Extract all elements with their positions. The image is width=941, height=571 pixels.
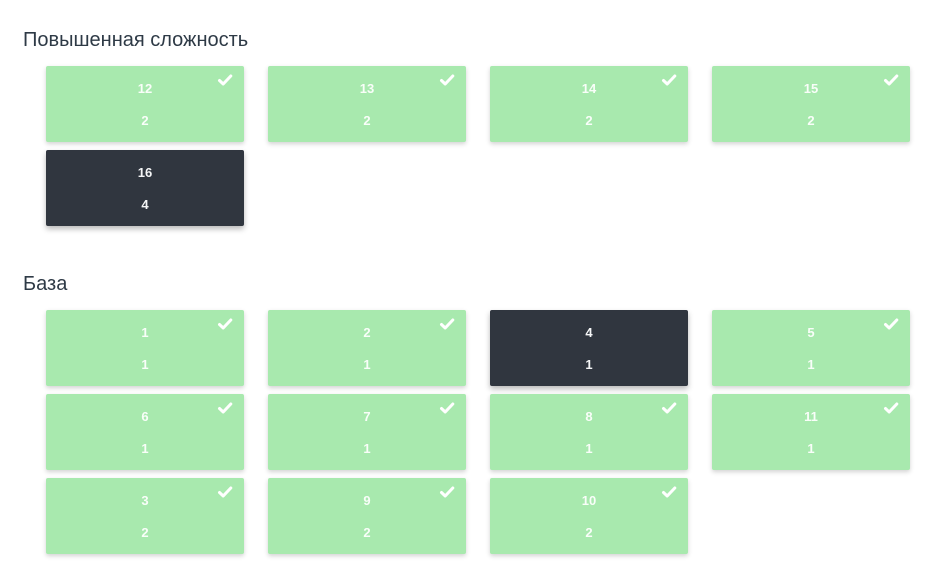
card-subnumber: 2 — [141, 525, 149, 540]
card-number: 11 — [804, 409, 818, 424]
checkmark-icon — [439, 400, 455, 416]
checkmark-icon — [217, 316, 233, 332]
checkmark-icon — [661, 484, 677, 500]
section-title: Повышенная сложность — [23, 29, 249, 51]
card-subnumber: 1 — [807, 357, 815, 372]
lesson-card-10[interactable]: 10 2 — [490, 478, 688, 554]
card-subnumber: 2 — [363, 525, 371, 540]
lesson-section: Повышенная сложность 12 2 13 2 14 2 — [0, 26, 941, 226]
lesson-section: База 1 1 2 1 4 1 5 1 — [0, 270, 941, 554]
checkmark-icon — [217, 72, 233, 88]
card-subnumber: 1 — [141, 441, 149, 456]
lesson-card-1[interactable]: 1 1 — [46, 310, 244, 386]
card-subnumber: 2 — [141, 113, 149, 128]
card-grid: 12 2 13 2 14 2 15 2 16 4 — [46, 66, 941, 226]
card-subnumber: 2 — [807, 113, 815, 128]
card-number: 7 — [363, 409, 371, 424]
sections-container: Повышенная сложность 12 2 13 2 14 2 — [0, 26, 941, 554]
card-number: 8 — [585, 409, 593, 424]
lesson-card-9[interactable]: 9 2 — [268, 478, 466, 554]
card-subnumber: 2 — [585, 525, 593, 540]
card-subnumber: 1 — [363, 441, 371, 456]
lesson-card-7[interactable]: 7 1 — [268, 394, 466, 470]
checkmark-icon — [439, 316, 455, 332]
card-grid: 1 1 2 1 4 1 5 1 6 1 — [46, 310, 941, 554]
card-subnumber: 2 — [363, 113, 371, 128]
section-title: База — [23, 273, 68, 295]
card-number: 9 — [363, 493, 371, 508]
lesson-card-5[interactable]: 5 1 — [712, 310, 910, 386]
lesson-card-15[interactable]: 15 2 — [712, 66, 910, 142]
card-number: 10 — [581, 493, 597, 508]
card-subnumber: 1 — [141, 357, 149, 372]
card-number: 3 — [141, 493, 149, 508]
lesson-card-6[interactable]: 6 1 — [46, 394, 244, 470]
card-number: 4 — [585, 325, 593, 340]
lesson-card-14[interactable]: 14 2 — [490, 66, 688, 142]
card-number: 2 — [363, 325, 371, 340]
lesson-card-13[interactable]: 13 2 — [268, 66, 466, 142]
card-subnumber: 1 — [807, 441, 815, 456]
card-subnumber: 4 — [141, 197, 149, 212]
card-number: 6 — [141, 409, 149, 424]
lesson-card-8[interactable]: 8 1 — [490, 394, 688, 470]
card-number: 13 — [359, 81, 375, 96]
card-number: 14 — [581, 81, 597, 96]
lesson-card-12[interactable]: 12 2 — [46, 66, 244, 142]
checkmark-icon — [883, 400, 899, 416]
lesson-card-16[interactable]: 16 4 — [46, 150, 244, 226]
card-subnumber: 1 — [363, 357, 371, 372]
checkmark-icon — [217, 400, 233, 416]
checkmark-icon — [661, 400, 677, 416]
checkmark-icon — [439, 484, 455, 500]
checkmark-icon — [883, 72, 899, 88]
lesson-card-3[interactable]: 3 2 — [46, 478, 244, 554]
card-number: 16 — [137, 165, 153, 180]
checkmark-icon — [439, 72, 455, 88]
lesson-card-4[interactable]: 4 1 — [490, 310, 688, 386]
checkmark-icon — [661, 72, 677, 88]
card-number: 15 — [803, 81, 819, 96]
card-number: 12 — [137, 81, 153, 96]
lesson-card-11[interactable]: 11 1 — [712, 394, 910, 470]
card-subnumber: 1 — [585, 357, 593, 372]
card-number: 1 — [141, 325, 149, 340]
checkmark-icon — [883, 316, 899, 332]
lesson-card-2[interactable]: 2 1 — [268, 310, 466, 386]
checkmark-icon — [217, 484, 233, 500]
card-subnumber: 2 — [585, 113, 593, 128]
card-number: 5 — [807, 325, 815, 340]
card-subnumber: 1 — [585, 441, 593, 456]
